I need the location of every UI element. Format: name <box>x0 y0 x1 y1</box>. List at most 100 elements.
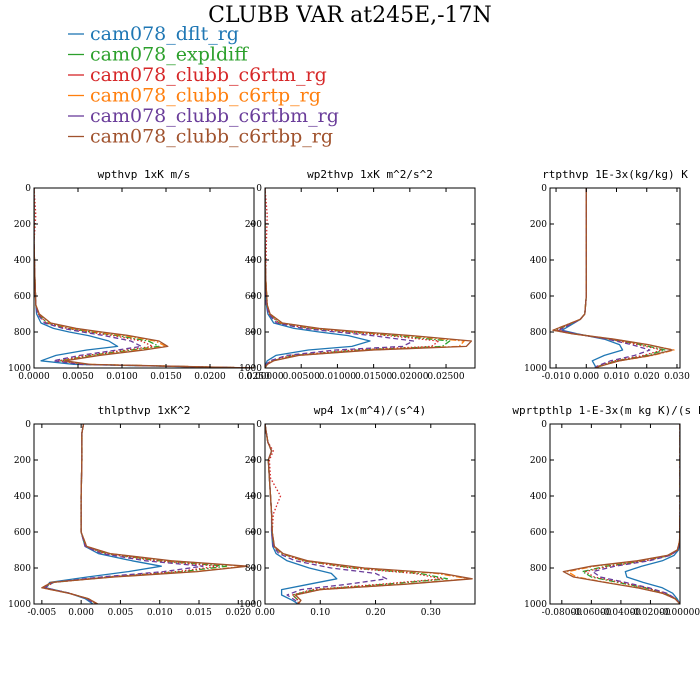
y-tick-label: 800 <box>530 328 547 338</box>
x-tick-label: 0.20 <box>366 608 386 618</box>
y-tick-label: 400 <box>530 492 547 502</box>
series-line <box>265 424 471 604</box>
series-line <box>265 188 451 368</box>
chart-panel: thlpthvp 1xK^2 0 200 400 600 800 1000-0.005 0.0… <box>8 404 255 618</box>
series-line <box>265 424 388 604</box>
y-tick-label: 800 <box>245 328 262 338</box>
series-line <box>584 424 680 604</box>
panel-frame <box>549 423 681 605</box>
chart-panel: rtpthvp 1E-3x(kg/kg) K 0 200 400 600 800 1000-… <box>524 168 690 382</box>
series-line <box>34 188 254 368</box>
x-tick-label: 0.01500 <box>355 372 392 382</box>
series-line <box>567 424 680 604</box>
panel-title: rtpthvp 1E-3x(kg/kg) K <box>542 168 688 181</box>
x-tick-label: -0.02000 <box>630 608 671 618</box>
y-tick-label: 400 <box>14 492 31 502</box>
x-tick-label: 0.00000 <box>246 372 283 382</box>
series-line <box>562 424 680 604</box>
series-line <box>34 188 254 368</box>
series-line <box>265 424 338 604</box>
x-tick-label: -0.04000 <box>601 608 642 618</box>
chart-panel: wp2thvp 1xK m^2/s^2020040060080010000.00… <box>239 168 476 382</box>
x-tick-label: 0.010 <box>147 608 173 618</box>
legend-entry: cam078_clubb_c6rtp_rg <box>90 85 321 107</box>
series-line <box>34 188 254 368</box>
y-tick-label: 0 <box>256 184 262 194</box>
legend-entry: cam078_clubb_c6rtm_rg <box>90 64 327 86</box>
x-tick-label: -0.06000 <box>571 608 612 618</box>
y-tick-label: 800 <box>530 564 547 574</box>
legend: cam078_dflt_rgcam078_expldiffcam078_club… <box>68 23 339 148</box>
panel-frame <box>264 423 476 605</box>
series-line <box>42 424 228 604</box>
y-tick-label: 200 <box>14 220 31 230</box>
y-tick-label: 0 <box>256 420 262 430</box>
x-tick-label: 0.0200 <box>194 372 226 382</box>
x-tick-label: 0.10 <box>310 608 330 618</box>
x-tick-label: 0.000 <box>68 608 94 618</box>
x-tick-label: 0.010 <box>604 372 630 382</box>
x-tick-label: 0.02000 <box>391 372 428 382</box>
x-tick-label: 0.0100 <box>106 372 138 382</box>
y-tick-label: 0 <box>541 184 547 194</box>
panel-frame <box>549 187 681 369</box>
series-line <box>265 188 371 368</box>
y-tick-label: 200 <box>245 456 262 466</box>
y-tick-label: 600 <box>530 292 547 302</box>
x-tick-label: 0.00500 <box>283 372 320 382</box>
x-tick-label: 0.02500 <box>427 372 464 382</box>
y-tick-label: 1000 <box>239 600 262 610</box>
panel-title: wp2thvp 1xK m^2/s^2 <box>307 168 433 181</box>
series-line <box>43 424 220 604</box>
y-tick-label: 600 <box>14 528 31 538</box>
x-tick-label: 0.00 <box>255 608 275 618</box>
series-line <box>552 188 674 368</box>
y-tick-label: 600 <box>245 528 262 538</box>
y-tick-label: 800 <box>245 564 262 574</box>
x-tick-label: 0.0050 <box>62 372 94 382</box>
x-tick-label: 0.020 <box>634 372 660 382</box>
y-tick-label: 200 <box>245 220 262 230</box>
y-tick-label: 400 <box>530 256 547 266</box>
panel-title: wp4 1x(m^4)/(s^4) <box>314 404 427 417</box>
panel-title: thlpthvp 1xK^2 <box>98 404 191 417</box>
series-line <box>624 424 680 604</box>
legend-entry: cam078_dflt_rg <box>90 23 239 45</box>
y-tick-label: 600 <box>245 292 262 302</box>
y-tick-label: 1000 <box>524 364 547 374</box>
x-tick-label: 0.030 <box>664 372 690 382</box>
y-tick-label: 200 <box>14 456 31 466</box>
y-tick-label: 600 <box>14 292 31 302</box>
series-line <box>34 188 254 368</box>
x-tick-label: 0.015 <box>186 608 212 618</box>
x-tick-label: -0.00000 <box>660 608 700 618</box>
panel-frame <box>33 423 255 605</box>
series-line <box>265 424 443 604</box>
y-tick-label: 600 <box>530 528 547 538</box>
panel-frame <box>264 187 476 369</box>
y-tick-label: 200 <box>530 456 547 466</box>
y-tick-label: 800 <box>14 564 31 574</box>
y-tick-label: 1000 <box>524 600 547 610</box>
series-line <box>265 424 449 604</box>
x-tick-label: 0.0000 <box>18 372 50 382</box>
x-tick-label: 0.30 <box>421 608 441 618</box>
series-line <box>265 188 465 368</box>
y-tick-label: 0 <box>25 184 31 194</box>
y-tick-label: 0 <box>25 420 31 430</box>
y-tick-label: 400 <box>245 492 262 502</box>
x-tick-label: 0.01000 <box>319 372 356 382</box>
x-tick-label: 0.000 <box>573 372 599 382</box>
series-line <box>45 424 162 604</box>
x-tick-label: -0.005 <box>27 608 56 618</box>
y-tick-label: 400 <box>245 256 262 266</box>
series-line <box>34 188 254 368</box>
y-tick-label: 0 <box>541 420 547 430</box>
y-tick-label: 400 <box>14 256 31 266</box>
x-tick-label: -0.08000 <box>542 608 583 618</box>
x-tick-label: 0.0150 <box>150 372 182 382</box>
figure-title: CLUBB VAR at245E,-17N <box>208 3 492 28</box>
